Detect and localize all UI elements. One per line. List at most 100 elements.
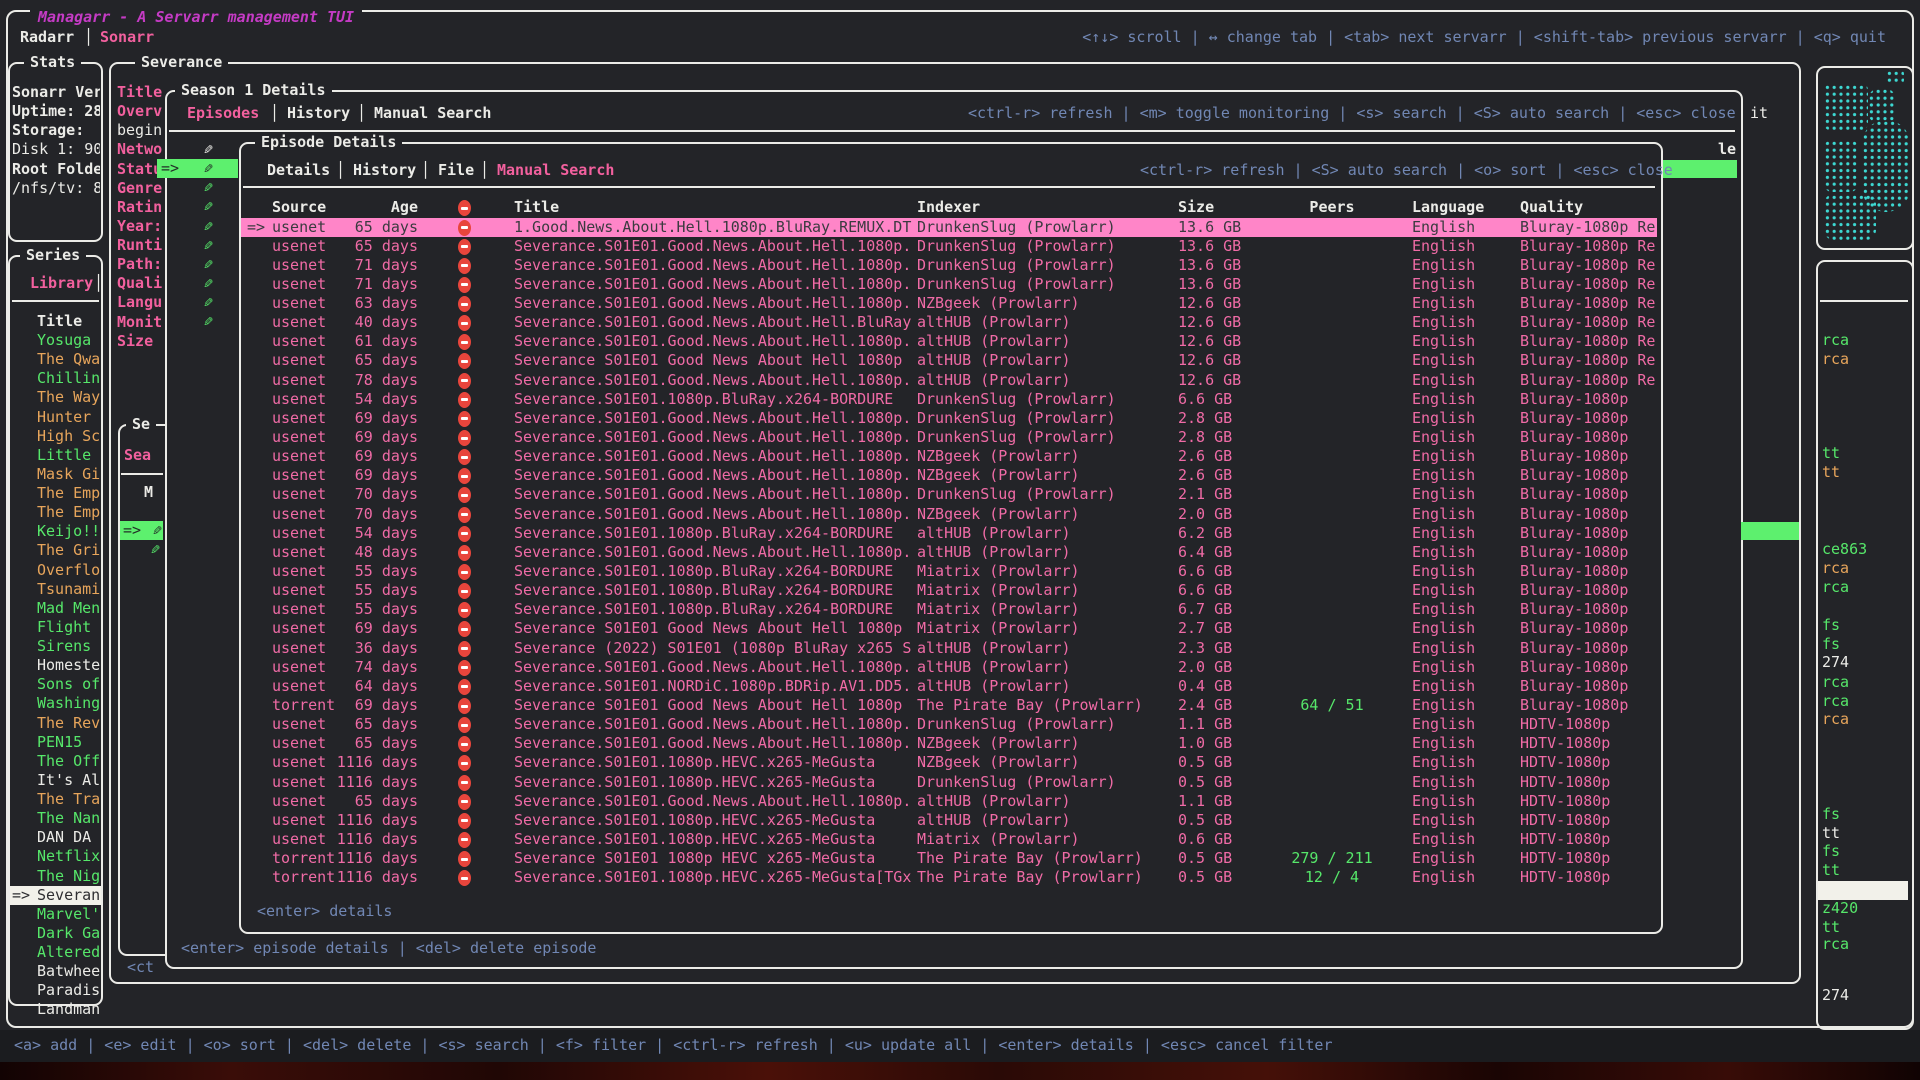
- release-row[interactable]: usenet 69 days Severance.S01E01.Good.News.…: [241, 466, 1657, 485]
- series-list-item[interactable]: Chillin: [10, 369, 101, 388]
- release-row[interactable]: usenet 65 days Severance.S01E01.Good.News.…: [241, 715, 1657, 734]
- tab-episode-history[interactable]: History: [353, 161, 417, 179]
- release-row[interactable]: usenet 69 days Severance S01E01 Good News …: [241, 619, 1657, 638]
- release-row[interactable]: usenet 71 days Severance.S01E01.Good.News.…: [241, 256, 1657, 275]
- release-row[interactable]: usenet 48 days Severance.S01E01.Good.News.…: [241, 543, 1657, 562]
- release-row[interactable]: usenet 69 days Severance.S01E01.Good.News.…: [241, 447, 1657, 466]
- series-list-item[interactable]: Washing: [10, 694, 101, 713]
- series-list-item[interactable]: High Sc: [10, 427, 101, 446]
- cell-indexer: DrunkenSlug (Prowlarr): [917, 715, 1116, 734]
- release-row[interactable]: usenet 69 days Severance.S01E01.Good.News.…: [241, 409, 1657, 428]
- series-list-item[interactable]: PEN15: [10, 733, 101, 752]
- series-list-item[interactable]: Little: [10, 446, 101, 465]
- series-list-item[interactable]: Hunter: [10, 408, 101, 427]
- release-row[interactable]: usenet 36 days Severance (2022) S01E01 (10…: [241, 639, 1657, 658]
- release-row[interactable]: usenet 54 days Severance.S01E01.1080p.BluR…: [241, 390, 1657, 409]
- release-row[interactable]: usenet 65 days Severance S01E01 Good News …: [241, 351, 1657, 370]
- series-list-item[interactable]: Marvel': [10, 905, 101, 924]
- release-row[interactable]: usenet 70 days Severance.S01E01.Good.News.…: [241, 505, 1657, 524]
- release-row[interactable]: => usenet 65 days 1.Good.News.About.Hell.10…: [241, 217, 1657, 237]
- series-list-item[interactable]: Dark Ga: [10, 924, 101, 943]
- release-row[interactable]: usenet 65 days Severance.S01E01.Good.News.…: [241, 734, 1657, 753]
- release-row[interactable]: usenet 65 days Severance.S01E01.Good.News.…: [241, 237, 1657, 256]
- series-list-item[interactable]: It's Al: [10, 771, 101, 790]
- tab-episodes[interactable]: Episodes: [187, 104, 260, 122]
- release-row[interactable]: usenet 54 days Severance.S01E01.1080p.BluR…: [241, 524, 1657, 543]
- series-list-item[interactable]: The Gri: [10, 541, 101, 560]
- release-row[interactable]: usenet 55 days Severance.S01E01.1080p.BluR…: [241, 600, 1657, 619]
- cell-quality: Bluray-1080p Re: [1520, 332, 1656, 351]
- cell-title: Severance.S01E01.Good.News.About.Hell.10…: [514, 294, 912, 313]
- series-list-item[interactable]: Paradis: [10, 981, 101, 1000]
- release-row[interactable]: usenet 55 days Severance.S01E01.1080p.BluR…: [241, 562, 1657, 581]
- release-row[interactable]: usenet 78 days Severance.S01E01.Good.News.…: [241, 371, 1657, 390]
- series-list-item[interactable]: Sirens: [10, 637, 101, 656]
- release-row[interactable]: usenet 64 days Severance.S01E01.NORDiC.108…: [241, 677, 1657, 696]
- tab-season-history[interactable]: History: [287, 104, 351, 122]
- series-list-item[interactable]: Keijo!!: [10, 522, 101, 541]
- series-list-item[interactable]: The Rev: [10, 714, 101, 733]
- cell-source: usenet: [272, 542, 327, 561]
- series-list-item[interactable]: Batwhee: [10, 962, 101, 981]
- release-row[interactable]: usenet 70 days Severance.S01E01.Good.News.…: [241, 485, 1657, 504]
- tab-episode-details[interactable]: Details: [267, 161, 331, 179]
- cell-quality: Bluray-1080p: [1520, 523, 1629, 542]
- series-list-item[interactable]: Altered: [10, 943, 101, 962]
- series-list-item[interactable]: The Nig: [10, 867, 101, 886]
- release-row[interactable]: torrent 1116 days Severance.S01E01.1080p.H…: [241, 868, 1657, 887]
- series-list-item[interactable]: The Way: [10, 388, 101, 407]
- release-row[interactable]: usenet 1116 days Severance.S01E01.1080p.HE…: [241, 773, 1657, 792]
- tab-sonarr[interactable]: Sonarr: [100, 28, 155, 46]
- release-row[interactable]: usenet 1116 days Severance.S01E01.1080p.HE…: [241, 753, 1657, 772]
- release-row[interactable]: usenet 1116 days Severance.S01E01.1080p.HE…: [241, 830, 1657, 849]
- series-detail-field-label: Overv: [117, 102, 163, 121]
- seasons-tab[interactable]: Sea: [124, 446, 152, 464]
- col-language: Language: [1412, 198, 1485, 216]
- series-list-item[interactable]: => Severan: [10, 885, 101, 905]
- release-row[interactable]: usenet 69 days Severance.S01E01.Good.News.…: [241, 428, 1657, 447]
- release-row[interactable]: usenet 40 days Severance.S01E01.Good.News.…: [241, 313, 1657, 332]
- release-row[interactable]: usenet 61 days Severance.S01E01.Good.News.…: [241, 332, 1657, 351]
- release-row[interactable]: usenet 74 days Severance.S01E01.Good.News.…: [241, 658, 1657, 677]
- series-list-item[interactable]: Sons of: [10, 675, 101, 694]
- series-list-item[interactable]: Landman: [10, 1000, 101, 1019]
- series-list-item[interactable]: The Off: [10, 752, 101, 771]
- tab-season-manual-search[interactable]: Manual Search: [374, 104, 492, 122]
- series-list-item[interactable]: Tsunami: [10, 580, 101, 599]
- release-row[interactable]: torrent 1116 days Severance S01E01 1080p H…: [241, 849, 1657, 868]
- series-list-item[interactable]: Yosuga: [10, 331, 101, 350]
- series-list-item[interactable]: Overflo: [10, 561, 101, 580]
- series-list-item[interactable]: Netflix: [10, 847, 101, 866]
- series-list-item[interactable]: The Emp: [10, 484, 101, 503]
- release-row[interactable]: torrent 69 days Severance S01E01 Good News…: [241, 696, 1657, 715]
- series-list-item[interactable]: The Nan: [10, 809, 101, 828]
- release-row[interactable]: usenet 1116 days Severance.S01E01.1080p.HE…: [241, 811, 1657, 830]
- series-title: Mad Men: [37, 598, 101, 617]
- series-title: The Way: [37, 388, 101, 407]
- cell-age: 1116 days: [336, 772, 418, 791]
- tab-separator: │: [84, 28, 94, 46]
- release-row[interactable]: usenet 63 days Severance.S01E01.Good.News.…: [241, 294, 1657, 313]
- series-list-item[interactable]: Flight: [10, 618, 101, 637]
- series-list-item[interactable]: Mask Gi: [10, 465, 101, 484]
- series-list-item[interactable]: The Emp: [10, 503, 101, 522]
- series-list-item[interactable]: Mad Men: [10, 599, 101, 618]
- cell-language: English: [1412, 255, 1476, 274]
- tab-episode-file[interactable]: File: [438, 161, 475, 179]
- release-row[interactable]: usenet 55 days Severance.S01E01.1080p.BluR…: [241, 581, 1657, 600]
- cell-indexer: DrunkenSlug (Prowlarr): [917, 428, 1116, 447]
- series-list-item[interactable]: The Tra: [10, 790, 101, 809]
- release-row[interactable]: usenet 71 days Severance.S01E01.Good.News.…: [241, 275, 1657, 294]
- tab-library[interactable]: Library: [30, 274, 94, 292]
- series-list-item[interactable]: DAN DA: [10, 828, 101, 847]
- tab-episode-manual-search[interactable]: Manual Search: [497, 161, 615, 179]
- selected-season-row[interactable]: => ✎: [120, 521, 163, 540]
- series-detail-field-label: Title: [117, 83, 163, 101]
- release-table-header: Source Age Title Indexer Size Peers Lang…: [241, 198, 1657, 217]
- selected-episode-row[interactable]: => ✎: [157, 159, 238, 179]
- tab-radarr[interactable]: Radarr: [20, 28, 75, 46]
- release-row[interactable]: usenet 65 days Severance.S01E01.Good.News.…: [241, 792, 1657, 811]
- series-list-item[interactable]: Homeste: [10, 656, 101, 675]
- series-list-item[interactable]: The Qwa: [10, 350, 101, 369]
- series-detail-field-label: Langu: [117, 293, 163, 312]
